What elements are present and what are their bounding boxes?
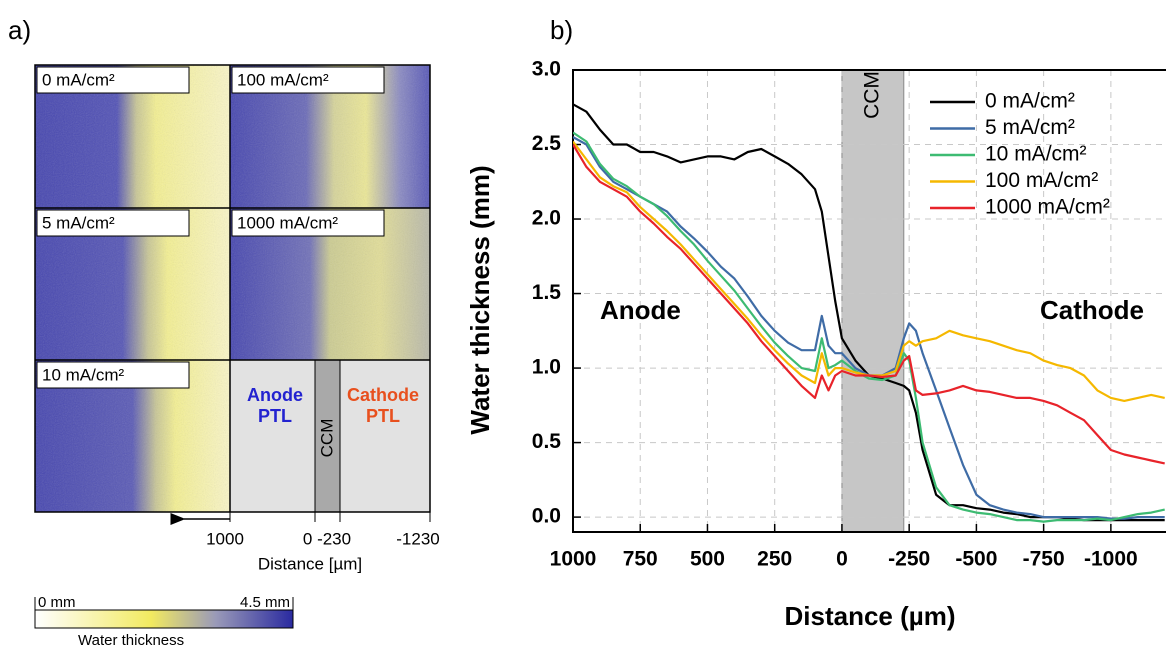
y-tick-label: 1.5 <box>532 281 562 304</box>
y-tick-label: 1.0 <box>532 356 561 379</box>
image-label: 0 mA/cm² <box>42 70 115 89</box>
axis-frame <box>572 69 1166 533</box>
x-tick-label: 0 <box>836 548 848 571</box>
colorbar-label: Water thickness <box>78 632 184 649</box>
colorbar-bar <box>34 609 294 629</box>
legend-label: 5 mA/cm² <box>985 116 1075 139</box>
y-tick-label: 2.5 <box>532 132 562 155</box>
y-tick-label: 3.0 <box>532 58 561 81</box>
legend-label: 100 mA/cm² <box>985 169 1098 192</box>
legend-label: 1000 mA/cm² <box>985 196 1110 219</box>
x-tick-label: 1000 <box>550 548 597 571</box>
x-tick-label: -500 <box>955 548 997 571</box>
annotation: Cathode <box>1040 295 1144 325</box>
x-tick-label: 750 <box>623 548 658 571</box>
y-tick-label: 0.0 <box>532 505 561 528</box>
schematic-label: Cathode PTL <box>347 385 419 426</box>
ccm-band <box>841 69 905 533</box>
image-grid: 0 mA/cm² 100 mA/cm² 5 mA/cm² 1000 mA/cm²… <box>34 64 431 513</box>
tick-label: 1000 <box>206 529 244 548</box>
label-box <box>231 209 385 237</box>
anode-label: Anode PTL <box>247 385 303 426</box>
legend-label: 0 mA/cm² <box>985 90 1075 113</box>
legend-label: 10 mA/cm² <box>985 143 1087 166</box>
x-axis-label: Distance (µm) <box>784 601 955 631</box>
label-box <box>231 66 385 94</box>
image-label: 100 mA/cm² <box>237 70 329 89</box>
label-box <box>36 209 190 237</box>
schematic-label: Anode PTL <box>247 385 303 426</box>
label-box <box>36 361 190 389</box>
ccm-label: CCM <box>860 71 883 119</box>
cathode-label: Cathode PTL <box>347 385 419 426</box>
axis-label: Distance [µm] <box>258 554 362 573</box>
line <box>573 131 1165 523</box>
image-label: 1000 mA/cm² <box>237 213 338 232</box>
series <box>573 131 1165 523</box>
panel-label: a) <box>8 15 31 45</box>
colorbar-min: 0 mm <box>38 594 76 611</box>
x-tick-label: -1000 <box>1084 548 1138 571</box>
tick-marks <box>229 512 431 522</box>
y-axis-label: Water thickness (mm) <box>465 165 495 434</box>
x-tick-label: -250 <box>888 548 930 571</box>
series <box>573 143 1165 465</box>
ccm-label: CCM <box>317 419 336 458</box>
annotation: Anode <box>600 295 681 325</box>
x-tick-label: 250 <box>757 548 792 571</box>
y-tick-label: 2.0 <box>532 207 561 230</box>
tick-label: -1230 <box>396 529 439 548</box>
plot: CCM 0.0 0.5 1.0 1.5 2.0 2.5 3.0 1000 750 500 250 0 -2… <box>465 58 1166 631</box>
x-tick-label: 500 <box>690 548 725 571</box>
image-label: 10 mA/cm² <box>42 365 125 384</box>
image-label: 5 mA/cm² <box>42 213 115 232</box>
panel-a-axis: 1000 0 -230 -1230 Distance [µm] <box>170 512 440 573</box>
colorbar-max: 4.5 mm <box>240 594 290 611</box>
colorbar-ticks <box>34 597 294 610</box>
line <box>573 143 1165 465</box>
y-tick-label: 0.5 <box>532 430 562 453</box>
panel-label: b) <box>550 15 573 45</box>
label-box <box>36 66 190 94</box>
tick-label: 0 -230 <box>303 529 351 548</box>
x-tick-label: -750 <box>1023 548 1065 571</box>
colorbar: 0 mm 4.5 mm Water thickness <box>34 594 294 649</box>
